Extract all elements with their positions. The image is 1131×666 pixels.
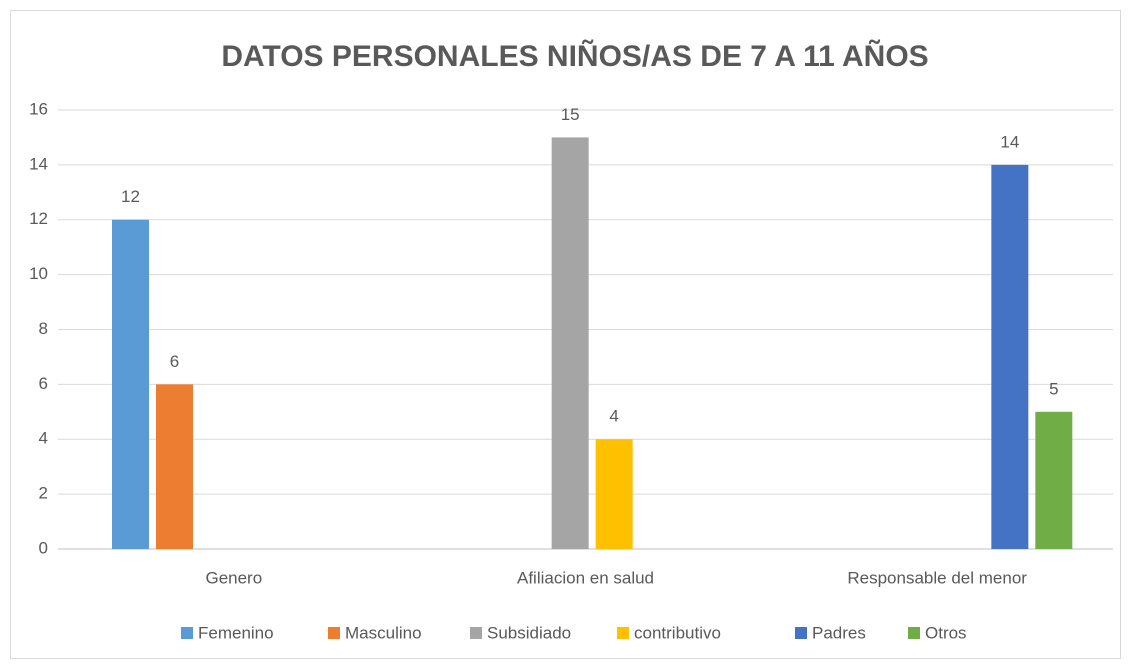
legend-swatch (795, 627, 807, 639)
bar (112, 219, 149, 549)
legend-label: Otros (925, 623, 967, 642)
data-label: 12 (121, 187, 140, 206)
legend-label: Padres (812, 623, 866, 642)
y-tick-label: 8 (39, 319, 48, 338)
bar (991, 164, 1029, 549)
y-tick-label: 6 (39, 374, 48, 393)
x-tick-label: Afiliacion en salud (517, 568, 654, 587)
y-tick-label: 2 (39, 484, 48, 503)
bar (551, 137, 589, 549)
data-label: 15 (561, 105, 580, 124)
chart-title: DATOS PERSONALES NIÑOS/AS DE 7 A 11 AÑOS (221, 39, 928, 73)
legend-label: Subsidiado (487, 623, 571, 642)
bar (156, 384, 193, 549)
legend-swatch (181, 627, 193, 639)
data-label: 5 (1049, 379, 1058, 398)
x-tick-label: Genero (205, 568, 262, 587)
legend-swatch (617, 627, 629, 639)
y-tick-label: 10 (29, 264, 48, 283)
data-label: 6 (170, 352, 179, 371)
legend-swatch (470, 627, 482, 639)
bar (595, 439, 633, 549)
y-tick-label: 4 (39, 429, 48, 448)
y-tick-label: 12 (29, 209, 48, 228)
legend-swatch (908, 627, 920, 639)
bar (1035, 411, 1073, 549)
y-tick-label: 16 (29, 99, 48, 118)
y-tick-label: 0 (39, 538, 48, 557)
legend-swatch (328, 627, 340, 639)
legend-label: contributivo (634, 623, 721, 642)
legend-label: Femenino (198, 623, 274, 642)
y-tick-label: 14 (29, 154, 48, 173)
legend-label: Masculino (345, 623, 422, 642)
x-tick-label: Responsable del menor (847, 568, 1027, 587)
data-label: 14 (1000, 132, 1019, 151)
data-label: 4 (609, 407, 618, 426)
